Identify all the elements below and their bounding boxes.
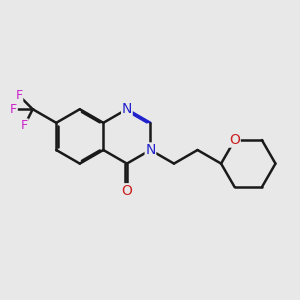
Text: N: N: [122, 102, 132, 116]
Text: O: O: [122, 184, 132, 198]
Text: N: N: [145, 143, 156, 157]
Text: F: F: [16, 89, 23, 102]
Text: F: F: [10, 103, 17, 116]
Text: O: O: [229, 133, 240, 147]
Text: F: F: [21, 119, 28, 132]
